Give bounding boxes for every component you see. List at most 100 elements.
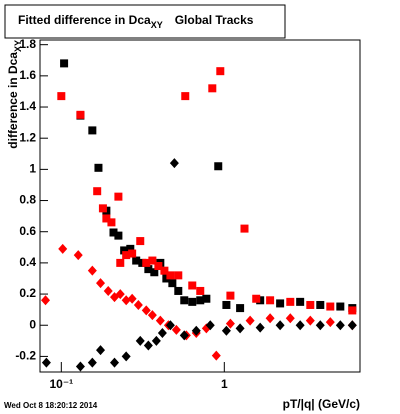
square-marker	[94, 163, 103, 172]
square-marker	[102, 214, 111, 223]
y-label-text: difference in Dca	[6, 52, 20, 149]
square-marker	[144, 265, 153, 274]
square-marker	[128, 249, 137, 258]
diamond-marker	[151, 335, 161, 346]
square-marker	[136, 237, 145, 246]
square-marker	[202, 294, 211, 303]
square-marker	[296, 297, 305, 306]
square-marker	[226, 291, 235, 300]
diamond-marker	[171, 324, 181, 335]
diamond-marker	[191, 325, 201, 336]
square-marker	[222, 300, 231, 309]
square-marker	[142, 258, 151, 267]
square-marker	[236, 304, 245, 313]
diamond-marker	[155, 315, 165, 326]
square-marker	[109, 228, 118, 237]
title-box	[4, 4, 286, 39]
square-marker	[276, 299, 285, 308]
square-marker	[120, 246, 129, 255]
title-subscript: XY	[151, 20, 163, 30]
square-marker	[196, 286, 205, 295]
square-marker	[316, 300, 325, 309]
diamond-marker	[235, 323, 245, 334]
diamond-marker	[275, 320, 285, 331]
square-marker	[208, 84, 217, 93]
diamond-marker	[147, 310, 157, 321]
title-text: Global Tracks	[175, 13, 254, 27]
diamond-marker	[127, 293, 137, 304]
square-marker	[132, 256, 141, 265]
square-marker	[154, 262, 163, 271]
diamond-marker	[285, 313, 295, 324]
square-marker	[76, 110, 85, 119]
diamond-marker	[221, 325, 231, 336]
square-marker	[326, 302, 335, 311]
square-marker	[196, 296, 205, 305]
square-marker	[98, 204, 107, 213]
y-tick-label: 1.2	[19, 130, 36, 144]
square-marker	[88, 126, 97, 135]
x-axis-label: pT/|q| (GeV/c)	[283, 397, 360, 411]
plot-frame	[39, 39, 361, 373]
square-marker	[57, 92, 66, 101]
y-tick-label: 1.8	[19, 37, 36, 51]
diamond-marker	[75, 361, 85, 372]
diamond-marker	[325, 317, 335, 328]
diamond-marker	[41, 357, 51, 368]
square-marker	[107, 218, 116, 227]
diamond-marker	[103, 285, 113, 296]
square-marker	[286, 297, 295, 306]
square-marker	[240, 224, 249, 233]
square-marker	[336, 302, 345, 311]
diamond-marker	[225, 318, 235, 329]
y-tick-label: 1.6	[19, 68, 36, 82]
diamond-marker	[73, 250, 83, 261]
square-marker	[114, 231, 123, 240]
square-marker	[162, 274, 171, 283]
square-marker	[174, 286, 183, 295]
y-tick-label: 1.4	[19, 99, 36, 113]
diamond-marker	[58, 243, 68, 254]
x-tick-label: 10⁻¹	[49, 377, 73, 391]
square-marker	[160, 266, 169, 275]
diamond-marker	[141, 305, 151, 316]
diamond-marker	[211, 350, 221, 361]
y-tick-label: 0	[29, 317, 36, 331]
square-marker	[188, 281, 197, 290]
y-label-subscript: XY	[13, 40, 23, 52]
diamond-marker	[96, 345, 106, 356]
square-marker	[174, 271, 183, 280]
square-marker	[252, 294, 261, 303]
diamond-marker	[157, 328, 167, 339]
square-marker	[122, 251, 131, 260]
diamond-marker	[295, 320, 305, 331]
square-marker	[214, 162, 223, 171]
square-marker	[150, 268, 159, 277]
title-text: Fitted difference in Dca	[18, 13, 151, 27]
diamond-marker	[165, 320, 175, 331]
diamond-marker	[135, 335, 145, 346]
diamond-marker	[179, 330, 189, 341]
diamond-marker	[205, 320, 215, 331]
diamond-marker	[347, 320, 357, 331]
y-tick-label: 0.6	[19, 224, 36, 238]
square-marker	[306, 300, 315, 309]
diamond-marker	[87, 357, 97, 368]
diamond-marker	[265, 313, 275, 324]
square-marker	[60, 59, 69, 68]
diamond-marker	[41, 295, 51, 306]
diamond-marker	[115, 289, 125, 300]
y-tick-label: -0.2	[15, 349, 36, 363]
diamond-marker	[110, 357, 120, 368]
square-marker	[126, 244, 135, 253]
diamond-marker	[305, 315, 315, 326]
chart-title: Fitted difference in DcaXY Global Tracks	[18, 13, 254, 30]
square-marker	[180, 296, 189, 305]
square-marker	[114, 192, 123, 201]
square-marker	[348, 306, 357, 315]
diamond-marker	[87, 265, 97, 276]
square-marker	[166, 271, 175, 280]
diamond-marker	[245, 315, 255, 326]
